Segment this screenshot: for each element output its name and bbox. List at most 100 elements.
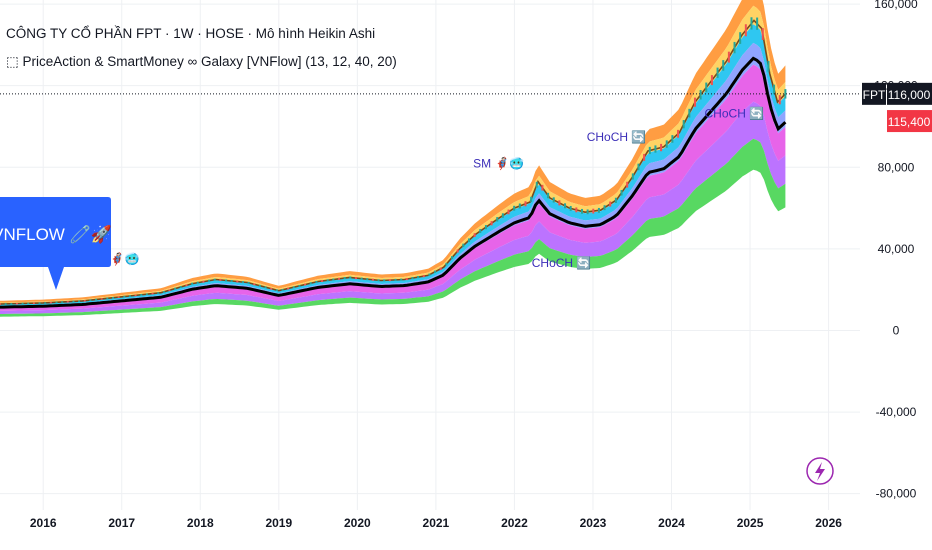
candle [428, 273, 431, 276]
candle [241, 281, 244, 284]
candle [739, 32, 742, 44]
candle [417, 276, 420, 279]
candle [524, 201, 527, 207]
candle [123, 295, 126, 298]
time-axis[interactable]: 2016 2017 2018 2019 2020 2021 2022 2023 2024 2025… [30, 516, 842, 530]
x-tick-label: 2017 [108, 516, 135, 530]
candle [253, 283, 256, 286]
candle [552, 197, 555, 203]
vnflow-callout[interactable]: VNFLOW 🧷🚀 [0, 197, 112, 290]
price-series [0, 17, 787, 309]
candle [343, 277, 346, 280]
candle [270, 287, 273, 290]
candle [693, 97, 696, 107]
candle [377, 279, 380, 282]
candle [162, 291, 165, 293]
candle [287, 287, 290, 290]
candle [626, 181, 629, 188]
indicator-legend[interactable]: ⬚ PriceAction & SmartMoney ∞ Galaxy [VNF… [6, 54, 397, 69]
candle [496, 217, 499, 222]
candle [467, 238, 470, 243]
candle [411, 277, 414, 280]
candle [208, 279, 211, 282]
x-tick-label: 2026 [815, 516, 842, 530]
candle [518, 203, 521, 209]
candle [145, 293, 148, 295]
candle [784, 89, 787, 99]
chart-title: CÔNG TY CỔ PHẦN FPT · 1W · HOSE · Mô hìn… [6, 26, 376, 41]
candle [134, 294, 137, 297]
candle [32, 302, 35, 305]
candle [388, 279, 391, 282]
candle [530, 196, 533, 203]
flow-bands [0, 0, 786, 317]
candle [332, 278, 335, 281]
candle [750, 17, 753, 30]
candle [456, 249, 459, 253]
candle [225, 279, 228, 282]
candle [15, 303, 18, 305]
candle [671, 135, 674, 143]
price-axis[interactable]: 160,000120,00080,00040,0000-40,000-80,00… [874, 0, 918, 501]
candle [716, 67, 719, 78]
candle [157, 292, 160, 294]
candle [151, 292, 154, 295]
candle [451, 256, 454, 260]
candle [682, 120, 685, 129]
candle [338, 277, 341, 280]
candle [547, 192, 550, 199]
candle [665, 140, 668, 148]
candle [4, 303, 7, 305]
candle [230, 280, 233, 282]
candle [354, 277, 357, 280]
candle [140, 294, 143, 296]
candle [191, 282, 194, 285]
candle [258, 284, 261, 287]
candle [535, 181, 538, 188]
candle [185, 284, 188, 287]
x-tick-label: 2021 [423, 516, 450, 530]
candle [49, 301, 52, 304]
candle [72, 300, 75, 303]
candle [473, 233, 476, 237]
candle [558, 200, 561, 206]
x-tick-label: 2023 [580, 516, 607, 530]
candle [710, 75, 713, 86]
symbol-badge [862, 82, 886, 105]
candle [95, 298, 98, 301]
candle [405, 278, 408, 281]
candle [462, 243, 465, 248]
second-price-label: 115,400 [888, 115, 931, 129]
x-tick-label: 2020 [344, 516, 371, 530]
symbol-label: FPT [863, 88, 886, 102]
candle [315, 280, 318, 283]
candle [117, 296, 120, 298]
candle [264, 286, 267, 289]
candle [213, 278, 216, 281]
candle [174, 287, 177, 290]
candle [66, 301, 69, 303]
price-badges: FPT 116,000 115,400 [862, 82, 932, 133]
candle [281, 289, 284, 291]
candle [609, 201, 612, 207]
candle [106, 297, 109, 300]
lightning-icon[interactable] [806, 457, 834, 485]
callout-label: VNFLOW 🧷🚀 [0, 224, 112, 244]
candle [705, 82, 708, 93]
candle [654, 145, 657, 153]
candle [326, 279, 329, 282]
candle [383, 279, 386, 282]
candle [100, 298, 103, 300]
candle [44, 302, 47, 304]
candle [767, 61, 770, 72]
candle [501, 213, 504, 218]
candle [219, 278, 222, 281]
candle [349, 276, 352, 279]
candle [275, 289, 278, 291]
trend-line [0, 56, 787, 309]
candle [541, 184, 544, 191]
candle [321, 280, 324, 282]
candle [422, 275, 425, 278]
y-tick-label: -80,000 [876, 487, 917, 501]
